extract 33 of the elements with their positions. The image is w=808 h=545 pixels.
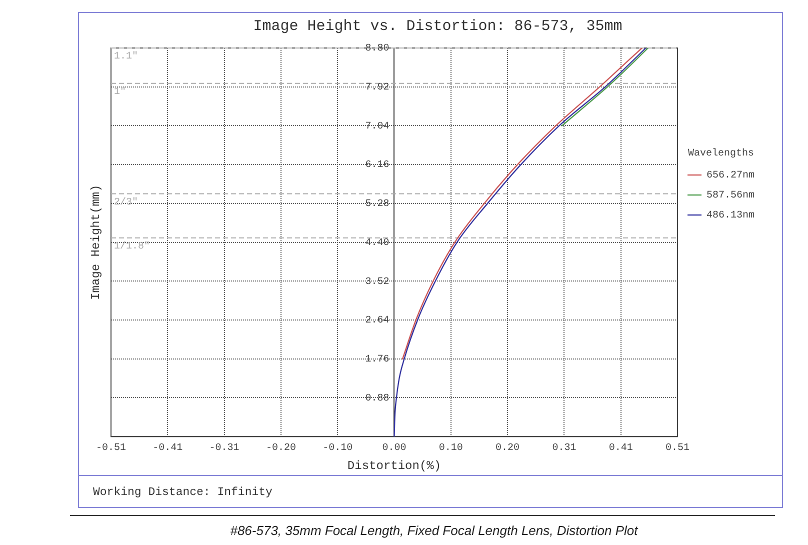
annotation: 1/1.8" bbox=[114, 240, 150, 253]
x-axis-title: Distortion(%) bbox=[347, 458, 442, 473]
legend-title: Wavelengths bbox=[688, 148, 754, 160]
text: Working Distance: Infinity bbox=[93, 486, 272, 499]
y-tick-label: 7.04 bbox=[365, 121, 390, 132]
y-axis-title: Image Height(mm) bbox=[89, 184, 104, 300]
y-tick-label: 1.76 bbox=[365, 354, 390, 366]
x-tick-label: -0.41 bbox=[152, 443, 183, 454]
x-tick-label: 0.41 bbox=[608, 443, 633, 454]
y-tick-label: 3.52 bbox=[365, 276, 390, 288]
text: #86-573, 35mm Focal Length, Fixed Focal Length Lens, Distortion Plot bbox=[229, 523, 640, 538]
x-tick-label: 0.51 bbox=[665, 443, 690, 454]
y-tick-label: 2.64 bbox=[365, 316, 390, 327]
x-tick-label: 0.00 bbox=[382, 443, 406, 454]
y-tick-label: 7.92 bbox=[365, 82, 390, 94]
annotation: 1.1" bbox=[114, 50, 138, 63]
x-tick-label: 0.31 bbox=[552, 443, 576, 454]
x-tick-label: -0.20 bbox=[266, 443, 296, 454]
legend-label: 486.13nm bbox=[706, 210, 755, 222]
x-tick-label: 0.20 bbox=[496, 443, 520, 454]
y-tick-label: 5.28 bbox=[365, 199, 390, 210]
x-tick-label: -0.10 bbox=[322, 443, 353, 454]
annotation: 1" bbox=[114, 86, 126, 98]
legend-label: 587.56nm bbox=[706, 190, 755, 202]
annotation: 2/3" bbox=[114, 196, 138, 208]
x-tick-label: -0.51 bbox=[96, 443, 126, 454]
x-tick-label: 0.10 bbox=[438, 443, 463, 454]
legend-label: 656.27nm bbox=[706, 170, 755, 182]
y-tick-label: 6.16 bbox=[365, 160, 390, 172]
y-tick-label: 0.88 bbox=[365, 393, 390, 404]
y-tick-label: 4.40 bbox=[365, 238, 390, 249]
chart-title: Image Height vs. Distortion: 86-573, 35mm bbox=[253, 18, 622, 35]
x-tick-label: -0.31 bbox=[209, 443, 240, 454]
